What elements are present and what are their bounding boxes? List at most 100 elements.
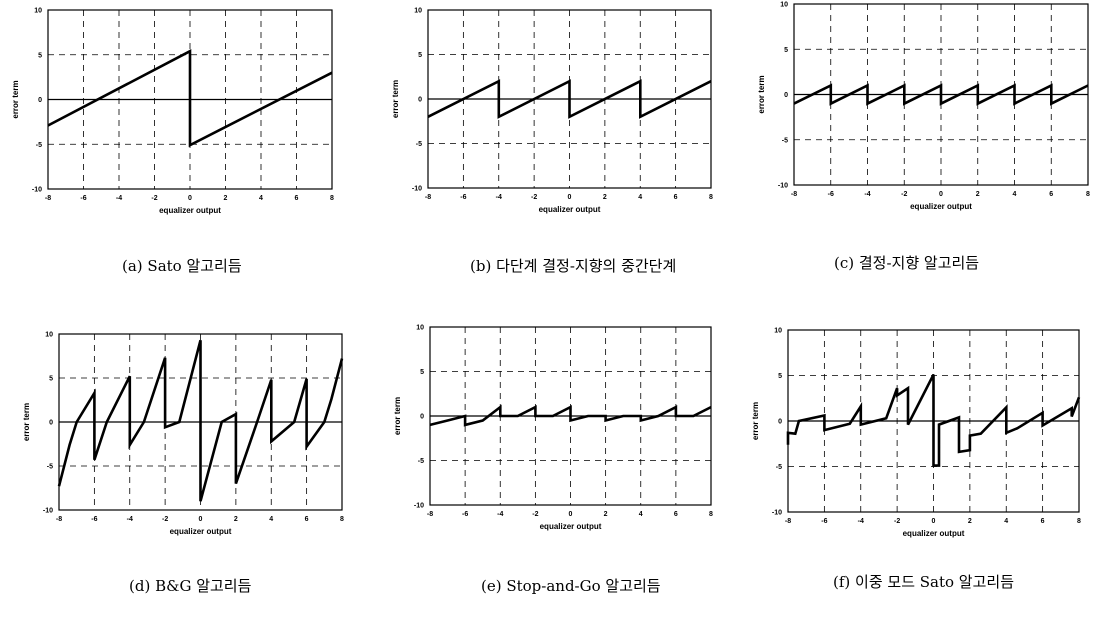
error-curve [429,404,712,427]
y-tick-label: 0 [418,97,422,104]
x-axis-label: equalizer output [910,202,972,211]
x-tick-label: -6 [462,511,468,518]
x-tick-label: -2 [894,518,900,525]
x-tick-label: 2 [976,191,980,198]
x-axis-label: equalizer output [903,529,965,538]
y-tick-label: 10 [416,325,424,332]
y-tick-label: -10 [414,503,424,510]
chart-svg-e: -8 -6 -4 -2 0 2 4 6 8 -10 -5 0 5 10 equalizer output er… [393,325,713,532]
y-tick-label: 10 [780,2,788,9]
y-axis-label: error term [393,397,402,435]
y-axis-label: error term [757,75,766,113]
x-tick-label: -2 [531,194,537,201]
x-tick-label: -8 [791,191,797,198]
x-tick-label: -2 [162,516,168,523]
plot-frame [427,9,712,189]
error-curve [793,83,1089,106]
x-tick-label: 8 [1077,518,1081,525]
x-tick-label: 4 [1004,518,1008,525]
error-curve [47,49,333,148]
y-tick-label: -10 [43,508,53,515]
x-tick-label: -4 [858,518,864,525]
x-tick-label: -8 [427,511,433,518]
y-tick-label: 5 [784,47,788,54]
chart-svg-a: -8 -6 -4 -2 0 2 4 6 8 -10 -5 0 5 10 equalizer output er… [11,8,334,216]
y-tick-label: 5 [418,52,422,59]
x-tick-label: 6 [305,516,309,523]
x-tick-label: -4 [496,194,502,201]
x-tick-label: 0 [188,195,192,202]
y-tick-label: 5 [420,369,424,376]
y-tick-label: 0 [778,419,782,426]
x-tick-label: 2 [968,518,972,525]
chart-svg-b: -8 -6 -4 -2 0 2 4 6 8 -10 -5 0 5 10 equalizer output er… [391,8,713,215]
x-tick-label: 6 [1049,191,1053,198]
y-tick-label: -10 [32,187,42,194]
chart-caption-b: (b) 다단계 결정-지향의 중간단계 [470,257,677,275]
x-tick-label: -6 [460,194,466,201]
x-tick-label: -4 [116,195,122,202]
chart-caption-c: (c) 결정-지향 알고리듬 [834,254,980,272]
error-curve [427,79,712,119]
y-tick-label: 0 [49,420,53,427]
x-tick-label: 2 [604,511,608,518]
y-axis-label: error term [391,80,400,118]
x-tick-label: 4 [1013,191,1017,198]
plot-frame [47,9,333,190]
y-tick-label: -10 [772,510,782,517]
chart-panel-d: -8 -6 -4 -2 0 2 4 6 8 -10 -5 0 5 10 equalizer output er… [19,328,348,544]
x-tick-label: 6 [295,195,299,202]
y-tick-label: 0 [784,92,788,99]
y-tick-label: 0 [38,97,42,104]
x-tick-label: 2 [603,194,607,201]
y-tick-label: 10 [34,8,42,15]
x-tick-label: 4 [638,194,642,201]
y-tick-label: -10 [778,183,788,190]
chart-panel-c: -8 -6 -4 -2 0 2 4 6 8 -10 -5 0 5 10 equalizer output er… [754,0,1094,219]
x-tick-label: 6 [674,194,678,201]
chart-caption-f: (f) 이중 모드 Sato 알고리듬 [833,573,1015,591]
y-axis-label: error term [751,402,760,440]
x-tick-label: 8 [709,511,713,518]
y-tick-label: 10 [414,8,422,15]
y-tick-label: -5 [776,464,782,471]
x-tick-label: 4 [639,511,643,518]
chart-panel-f: -8 -6 -4 -2 0 2 4 6 8 -10 -5 0 5 10 equalizer output er… [748,324,1085,546]
y-tick-label: -5 [36,142,42,149]
x-tick-label: 6 [1041,518,1045,525]
x-tick-label: 4 [269,516,273,523]
x-tick-label: 8 [1086,191,1090,198]
y-axis-label: error term [11,80,20,118]
error-curve [57,339,344,502]
y-tick-label: 5 [778,373,782,380]
x-axis-label: equalizer output [170,527,232,536]
y-tick-label: -5 [782,137,788,144]
x-tick-label: -2 [532,511,538,518]
x-tick-label: -8 [425,194,431,201]
chart-panel-a: -8 -6 -4 -2 0 2 4 6 8 -10 -5 0 5 10 equalizer output er… [8,4,338,223]
x-tick-label: 0 [932,518,936,525]
x-tick-label: -6 [80,195,86,202]
x-tick-label: -4 [127,516,133,523]
error-curve [786,374,1081,467]
x-tick-label: 8 [340,516,344,523]
chart-panel-e: -8 -6 -4 -2 0 2 4 6 8 -10 -5 0 5 10 equalizer output er… [390,321,717,539]
x-tick-label: -8 [56,516,62,523]
chart-svg-f: -8 -6 -4 -2 0 2 4 6 8 -10 -5 0 5 10 equalizer output er… [751,328,1081,539]
x-tick-label: 0 [568,194,572,201]
y-tick-label: 10 [45,332,53,339]
x-tick-label: -4 [497,511,503,518]
y-tick-label: -10 [412,186,422,193]
chart-caption-e: (e) Stop-and-Go 알고리듬 [481,577,661,595]
y-tick-label: -5 [416,141,422,148]
x-tick-label: -6 [91,516,97,523]
x-tick-label: 6 [674,511,678,518]
x-axis-label: equalizer output [539,205,601,214]
x-tick-label: 8 [709,194,713,201]
x-axis-label: equalizer output [159,206,221,215]
x-tick-label: -6 [828,191,834,198]
chart-caption-d: (d) B&G 알고리듬 [129,577,252,595]
x-tick-label: -2 [151,195,157,202]
chart-svg-d: -8 -6 -4 -2 0 2 4 6 8 -10 -5 0 5 10 equalizer output er… [22,332,344,537]
x-tick-label: 4 [259,195,263,202]
